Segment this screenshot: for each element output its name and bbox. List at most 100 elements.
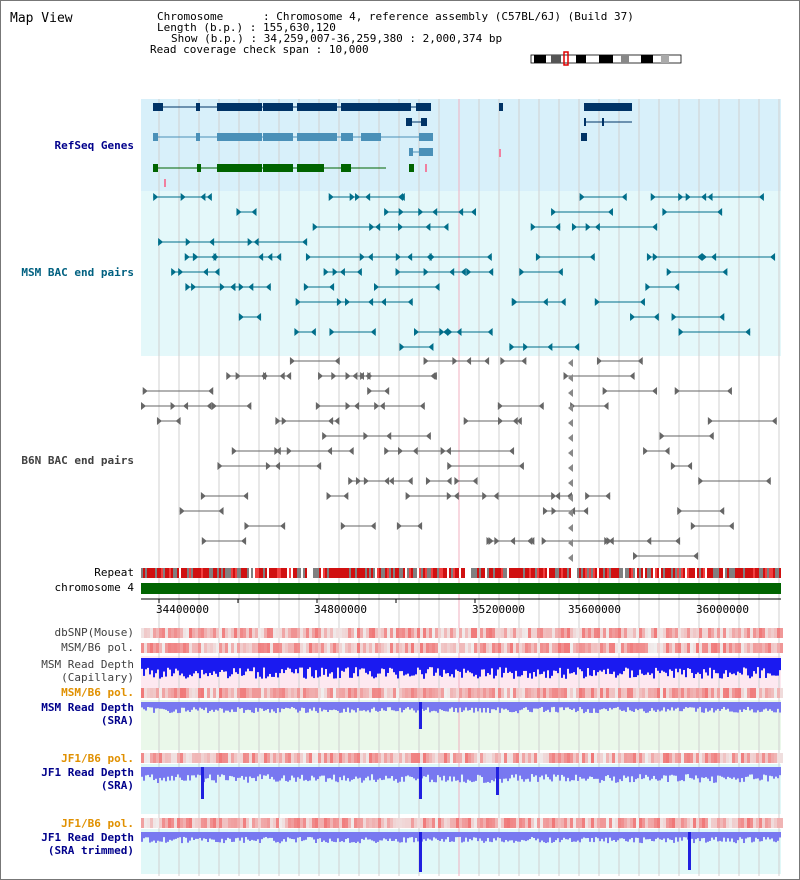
depth-bar [371, 658, 373, 677]
heat-cell [300, 688, 303, 698]
heat-cell [312, 643, 315, 653]
depth-bar [423, 658, 425, 679]
heat-cell [333, 643, 336, 653]
depth-bar [735, 702, 737, 713]
heat-cell [777, 628, 780, 638]
depth-bar [237, 702, 239, 708]
track-label-b6n-bac[interactable]: B6N BAC end pairs [21, 454, 134, 467]
depth-bar [329, 767, 331, 779]
repeat-segment [653, 568, 655, 578]
depth-bar [571, 832, 573, 842]
depth-bar [731, 767, 733, 779]
heat-cell [726, 628, 729, 638]
heat-cell [474, 688, 477, 698]
depth-bar [631, 767, 633, 777]
heat-cell [513, 753, 516, 763]
heat-cell [270, 643, 273, 653]
depth-bar [751, 767, 753, 775]
heat-cell [735, 818, 738, 828]
depth-bar [415, 832, 417, 838]
heat-cell [678, 753, 681, 763]
heat-cell [354, 643, 357, 653]
heat-cell [366, 753, 369, 763]
heat-cell [291, 753, 294, 763]
heat-cell [369, 818, 372, 828]
repeat-segment [575, 568, 577, 578]
heat-cell [372, 818, 375, 828]
track-label-msm-depth-sra-1[interactable]: MSM Read Depth [41, 701, 134, 714]
depth-bar [261, 702, 263, 709]
depth-bar [407, 658, 409, 674]
heat-cell [330, 688, 333, 698]
repeat-segment [171, 568, 173, 578]
bac-end-marker [538, 402, 544, 410]
track-label-jf1-depth-trim-1[interactable]: JF1 Read Depth [41, 831, 134, 844]
region-info: Chromosome : Chromosome 4, reference ass… [150, 10, 634, 56]
track-label-msm-b6-pol-2[interactable]: MSM/B6 pol. [61, 686, 134, 699]
depth-bar [561, 658, 563, 678]
heat-cell [525, 688, 528, 698]
heat-cell [645, 753, 648, 763]
depth-bar [699, 702, 701, 707]
repeat-segment [545, 568, 547, 578]
track-label-msm-bac[interactable]: MSM BAC end pairs [21, 266, 134, 279]
heat-cell [186, 643, 189, 653]
bac-end-marker [717, 208, 723, 216]
depth-bar [363, 767, 365, 781]
heat-cell [339, 818, 342, 828]
depth-bar [323, 832, 325, 841]
heat-cell [270, 688, 273, 698]
depth-bar [607, 767, 609, 776]
show-value: 34,259,007-36,259,380 : 2,000,374 bp [263, 32, 503, 45]
depth-bar [727, 767, 729, 777]
depth-bar [573, 658, 575, 673]
track-label-jf1-b6-pol-1[interactable]: JF1/B6 pol. [61, 752, 134, 765]
heat-cell [564, 628, 567, 638]
heat-cell [162, 753, 165, 763]
gene-exon [153, 103, 163, 111]
depth-bar [201, 702, 203, 709]
depth-bar [271, 832, 273, 838]
heat-cell [468, 643, 471, 653]
heat-cell [651, 753, 654, 763]
repeat-segment [611, 568, 613, 578]
heat-cell [330, 818, 333, 828]
heat-cell [498, 688, 501, 698]
repeat-segment [183, 568, 185, 578]
depth-bar [167, 767, 169, 777]
depth-bar [377, 832, 379, 842]
depth-bar [465, 658, 467, 673]
depth-bar [655, 702, 657, 712]
heat-cell [336, 753, 339, 763]
bac-end-marker [652, 387, 658, 395]
depth-bar [405, 832, 407, 843]
depth-bar [399, 832, 401, 843]
heat-cell [465, 818, 468, 828]
track-label-msm-b6-pol-1[interactable]: MSM/B6 pol. [61, 641, 134, 654]
heat-cell [717, 688, 720, 698]
heat-cell [273, 643, 276, 653]
repeat-segment [555, 568, 557, 578]
depth-bar [779, 832, 781, 838]
depth-bar [433, 658, 435, 676]
repeat-segment [241, 568, 243, 578]
gene-exon [419, 133, 433, 141]
depth-bar [465, 832, 467, 838]
depth-bar [525, 832, 527, 842]
heat-cell [714, 753, 717, 763]
depth-bar [471, 658, 473, 674]
bac-end-marker [443, 223, 449, 231]
track-label-jf1-b6-pol-2[interactable]: JF1/B6 pol. [61, 817, 134, 830]
track-label-dbsnp[interactable]: dbSNP(Mouse) [54, 626, 134, 639]
heat-cell [294, 628, 297, 638]
track-label-refseq[interactable]: RefSeq Genes [54, 139, 134, 152]
heat-cell [213, 643, 216, 653]
gene-exon [217, 164, 262, 172]
depth-bar [235, 832, 237, 839]
track-label-jf1-depth-sra-1[interactable]: JF1 Read Depth [41, 766, 134, 779]
depth-bar [769, 767, 771, 776]
track-label-msm-depth-cap-1[interactable]: MSM Read Depth [41, 658, 134, 671]
coverage-label: Read coverage check span [150, 43, 309, 56]
depth-bar [187, 832, 189, 843]
